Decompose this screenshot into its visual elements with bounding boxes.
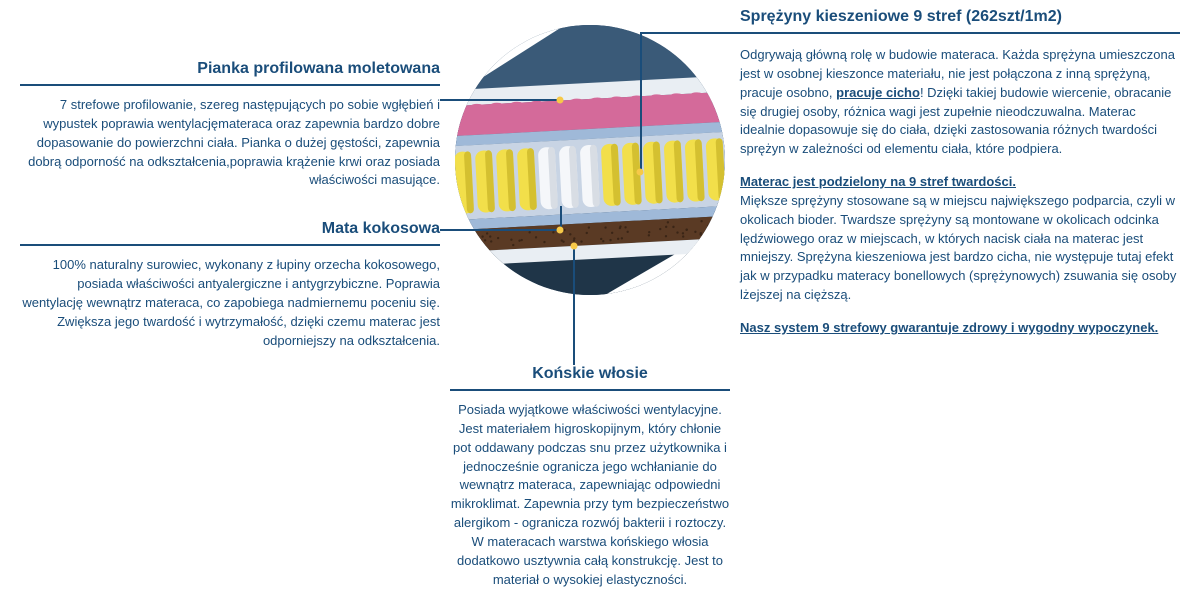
left-column: Pianka profilowana moletowana 7 strefowe…	[20, 60, 440, 380]
mattress-infographic: Pianka profilowana moletowana 7 strefowe…	[0, 0, 1200, 606]
right-column: Sprężyny kieszeniowe 9 stref (262szt/1m2…	[740, 8, 1180, 352]
springs-p1: Odgrywają główną rolę w budowie materaca…	[740, 46, 1180, 159]
hair-title: Końskie włosie	[450, 365, 730, 391]
coir-body: 100% naturalny surowiec, wykonany z łupi…	[20, 256, 440, 350]
springs-p2: Materac jest podzielony na 9 stref tward…	[740, 173, 1180, 305]
foam-body: 7 strefowe profilowanie, szereg następuj…	[20, 96, 440, 190]
center-column: Końskie włosie Posiada wyjątkowe właściw…	[450, 25, 730, 589]
springs-title-bold: Sprężyny kieszeniowe	[740, 8, 909, 25]
foam-title: Pianka profilowana moletowana	[20, 60, 440, 86]
springs-p3: Nasz system 9 strefowy gwarantuje zdrowy…	[740, 319, 1180, 338]
springs-title-rest: 9 stref (262szt/1m2)	[909, 8, 1062, 25]
layers-svg	[455, 25, 725, 295]
hair-body: Posiada wyjątkowe właściwości wentylacyj…	[450, 401, 730, 589]
section-hair: Końskie włosie Posiada wyjątkowe właściw…	[450, 365, 730, 589]
section-foam: Pianka profilowana moletowana 7 strefowe…	[20, 60, 440, 190]
coir-title: Mata kokosowa	[20, 220, 440, 246]
springs-title: Sprężyny kieszeniowe 9 stref (262szt/1m2…	[740, 8, 1180, 34]
section-coir: Mata kokosowa 100% naturalny surowiec, w…	[20, 220, 440, 350]
mattress-cross-section	[455, 25, 725, 295]
